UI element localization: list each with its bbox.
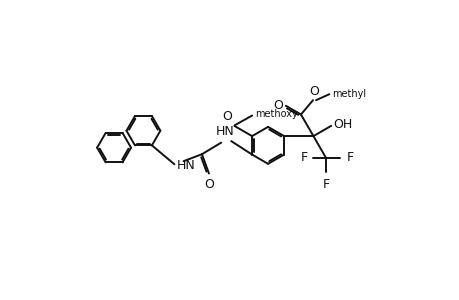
Text: OH: OH	[333, 118, 352, 131]
Text: F: F	[322, 178, 329, 191]
Text: O: O	[272, 99, 282, 112]
Text: HN: HN	[176, 158, 195, 172]
Text: HN: HN	[215, 125, 234, 138]
Text: F: F	[301, 151, 308, 164]
Text: F: F	[346, 151, 353, 164]
Text: O: O	[222, 110, 231, 123]
Text: methyl: methyl	[332, 89, 366, 99]
Text: O: O	[309, 85, 319, 98]
Text: methoxy: methoxy	[255, 109, 297, 119]
Text: O: O	[204, 178, 213, 191]
